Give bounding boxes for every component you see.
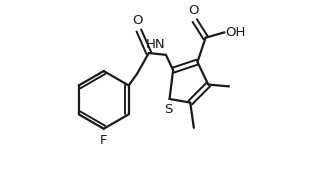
- Text: F: F: [100, 134, 107, 147]
- Text: O: O: [188, 4, 199, 17]
- Text: HN: HN: [145, 38, 165, 51]
- Text: OH: OH: [225, 26, 246, 39]
- Text: S: S: [164, 103, 172, 116]
- Text: O: O: [132, 14, 142, 27]
